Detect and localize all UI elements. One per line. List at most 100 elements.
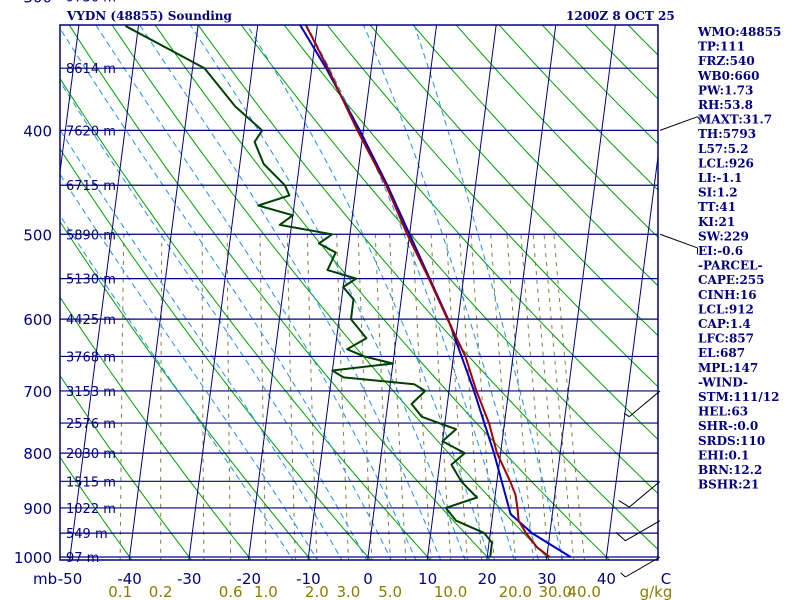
pressure-tick-label: 1000: [14, 549, 52, 567]
mixing-ratio-label: 3.0: [336, 583, 360, 600]
plot-border: [59, 24, 659, 561]
dry-adiabat-line: [369, 25, 658, 337]
grid-layer: [60, 25, 658, 560]
wind-barbs: [615, 116, 702, 578]
index-item: PW:1.73: [698, 83, 753, 97]
temperature-tick-label: C: [661, 570, 671, 588]
pressure-tick-label: 900: [23, 500, 52, 518]
wind-barb: [618, 480, 661, 508]
height-label: 4425 m: [66, 313, 116, 328]
index-item: -PARCEL-: [698, 259, 763, 273]
index-item: SRDS:110: [698, 434, 765, 448]
index-item: RH:53.8: [698, 98, 753, 112]
index-item: CINH:16: [698, 288, 757, 302]
isotherm-line: [605, 152, 658, 560]
isotherm-line: [367, 25, 438, 560]
dry-adiabat-line: [60, 456, 133, 560]
index-item: WB0:660: [697, 69, 759, 83]
mixing-ratio-label: 0.1: [108, 583, 132, 600]
moist-adiabat-line: [95, 25, 417, 560]
index-item: TP:111: [698, 40, 745, 54]
pressure-tick-label: 300: [23, 0, 52, 6]
index-item: CAP:1.4: [698, 317, 751, 331]
moist-adiabat-line: [60, 80, 368, 560]
mixing-ratio-label: 30.0: [538, 583, 571, 600]
index-item: TT:41: [698, 200, 736, 214]
moist-adiabat-line: [60, 27, 392, 560]
height-label: 97 m: [66, 551, 99, 566]
index-item: LFC:857: [698, 332, 754, 346]
mixing-ratio-label: 20.0: [499, 583, 532, 600]
indices-panel: WMO:48855TP:111FRZ:540WB0:660PW:1.73RH:5…: [697, 25, 781, 492]
height-label: 1022 m: [66, 502, 116, 517]
isotherm-line: [426, 25, 497, 560]
pressure-tick-label: 400: [23, 122, 52, 140]
index-item: BRN:12.2: [698, 463, 762, 477]
wind-barb: [659, 116, 702, 131]
wind-barb-staff: [629, 390, 661, 418]
dry-adiabat-line: [197, 25, 658, 551]
pressure-tick-label: 800: [23, 445, 52, 463]
dry-adiabat-line: [326, 25, 658, 388]
height-label: 2030 m: [66, 447, 116, 462]
index-item: LI:-1.1: [698, 171, 742, 185]
title-time: 1200Z 8 OCT 25: [566, 9, 675, 23]
dry-adiabat-line: [60, 296, 252, 560]
index-item: STM:111/12: [698, 390, 779, 404]
mixing-ratio-label: 5.0: [378, 583, 402, 600]
isotherm-line: [486, 25, 557, 560]
index-item: WMO:48855: [697, 25, 781, 39]
height-label: 549 m: [66, 527, 108, 542]
height-label: 7620 m: [66, 124, 116, 139]
temperature-tick-label: 40: [597, 570, 616, 588]
mixing-ratio-label: 10.0: [434, 583, 467, 600]
pressure-tick-label: 500: [23, 226, 52, 244]
temperature-tick-label: -40: [117, 570, 142, 588]
index-item: SI:1.2: [698, 186, 738, 200]
wind-barb: [623, 390, 661, 418]
index-item: MAXT:31.7: [698, 113, 772, 127]
moist-adiabat-line: [189, 25, 466, 560]
height-label: 6715 m: [66, 179, 116, 194]
index-item: EI:-0.6: [698, 244, 743, 258]
dewpoint-profile: [124, 25, 493, 558]
index-item: HEL:63: [698, 405, 748, 419]
moist-adiabat-line: [305, 25, 515, 560]
index-item: LCL:912: [698, 302, 754, 316]
wind-barb-flag: [615, 531, 626, 542]
wind-barb-staff: [659, 116, 698, 131]
height-label: 1515 m: [66, 475, 116, 490]
dry-adiabat-line: [60, 374, 193, 560]
isotherm-line: [545, 25, 616, 560]
temperature-tick-label: 20: [478, 570, 497, 588]
plot-frame: [59, 24, 659, 561]
index-item: KI:21: [698, 215, 735, 229]
mixing-ratio-label: 40.0: [568, 583, 601, 600]
wind-barb-flag: [618, 499, 630, 508]
isotherm-line: [247, 25, 318, 560]
temperature-profile: [304, 25, 551, 558]
labels-layer: VYDN (48855) Sounding 1200Z 8 OCT 25 10 0 20…: [14, 0, 675, 600]
temperature-tick-label: -20: [237, 570, 262, 588]
height-label: 2576 m: [66, 417, 116, 432]
temperature-tick-label: 10: [418, 570, 437, 588]
index-item: EHI:0.1: [698, 448, 749, 462]
mixing-ratio-label: 0.2: [149, 583, 173, 600]
wind-barb-half: [620, 572, 626, 578]
index-item: LCL:926: [698, 156, 754, 170]
dry-adiabat-line: [111, 25, 551, 560]
index-item: -WIND-: [698, 375, 748, 389]
wind-barb-staff: [659, 233, 698, 249]
height-label: 8614 m: [66, 62, 116, 77]
title-station: VYDN (48855) Sounding: [66, 9, 233, 23]
index-item: CAPE:255: [698, 273, 765, 287]
temperature-tick-label: 30: [537, 570, 556, 588]
wind-barb-staff: [625, 520, 661, 542]
wind-barb-staff: [625, 556, 661, 578]
mixing-ratio-label: 1.0: [254, 583, 278, 600]
dry-adiabat-line: [68, 25, 491, 560]
wind-barb: [620, 556, 661, 578]
index-item: FRZ:540: [698, 54, 755, 68]
height-label: 5890 m: [66, 228, 116, 243]
